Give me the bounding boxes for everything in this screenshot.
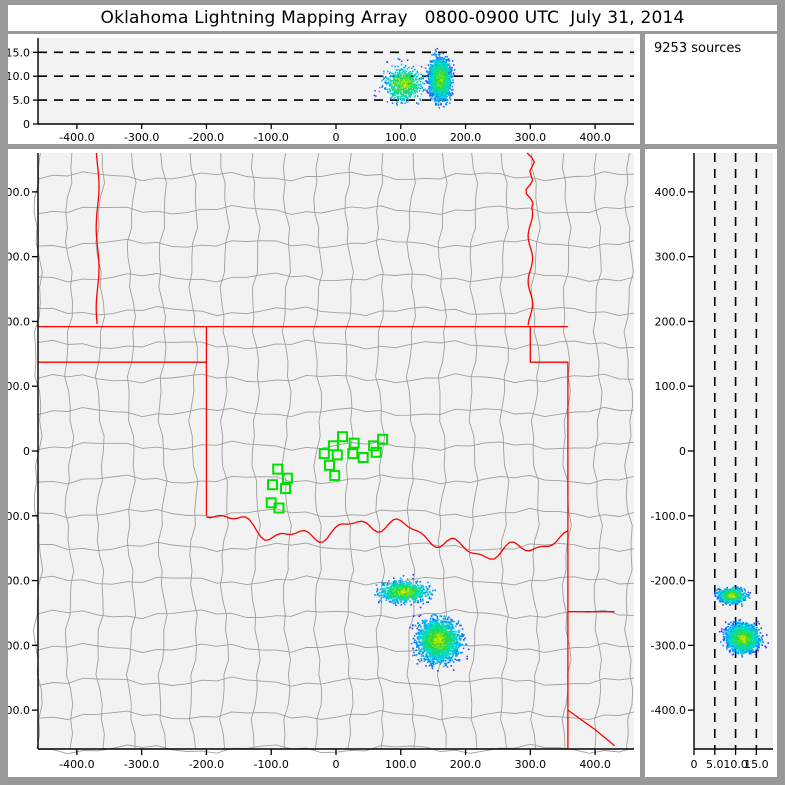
lma-station-marker [329,470,341,482]
lma-station-marker [280,483,291,495]
lma-station-marker [337,431,348,443]
lma-station-marker [318,448,330,460]
lma-station-marker [324,459,335,471]
lightning-sources [374,573,470,672]
svg-text:100.0: 100.0 [385,131,417,144]
state-boundaries [38,152,616,749]
altitude-vs-east-west-panel: -400.0 -300.0 -200.0 -100.0 0 100.0 200.0 300.0… [8,34,640,144]
altitude-vs-north-south-plot: 0 5.0 10.015.0-400.0-300.0-200.0-100.00100… [651,153,773,771]
lma-station-marker [273,502,285,514]
title-bar: Oklahoma Lightning Mapping Array 0800-09… [8,5,777,31]
svg-text:-400.0: -400.0 [59,131,94,144]
lma-station-marker [281,472,293,484]
svg-text:400.0: 400.0 [579,131,611,144]
svg-text:5.0: 5.0 [13,94,31,107]
lma-station-marker [331,449,343,461]
lma-station-marker [267,479,278,491]
lma-station-marker [347,448,359,460]
altitude-vs-north-south-panel: 0 5.0 10.0 15.0 -400.0 -300.0 -200.0 -100.0 0 100… [645,149,777,777]
lma-station-marker [377,433,389,445]
plan-view-map-panel: -400.0 -300.0 -200.0 -100.0 0 100.0 200.0 300.0… [8,149,640,777]
lma-station-marker [370,446,382,458]
svg-text:-200.0: -200.0 [189,131,224,144]
svg-text:0: 0 [333,131,340,144]
lma-station-marker [348,437,360,449]
svg-text:15.0: 15.0 [8,46,30,59]
lma-station-markers [265,431,389,514]
page-title: Oklahoma Lightning Mapping Array 0800-09… [100,8,685,28]
source-count-panel: 9253 sources [645,34,777,144]
lma-station-marker [357,452,369,463]
svg-text:10.0: 10.0 [8,70,30,83]
svg-text:-100.0: -100.0 [253,131,288,144]
lma-station-marker [368,440,380,452]
svg-text:0: 0 [23,118,30,131]
svg-text:-300.0: -300.0 [124,131,159,144]
svg-text:200.0: 200.0 [450,131,482,144]
svg-text:300.0: 300.0 [515,131,547,144]
altitude-vs-east-west-plot: -400.0 -300.0 -200.0 -100.0 0 100.0 200.0 300.0… [8,38,634,144]
source-count-label: 9253 sources [654,41,742,56]
plan-view-map-plot: -400.0 -300.0 -200.0 -100.0 0 100.0 200.0 300.0… [8,152,635,771]
lma-station-marker [272,463,284,475]
